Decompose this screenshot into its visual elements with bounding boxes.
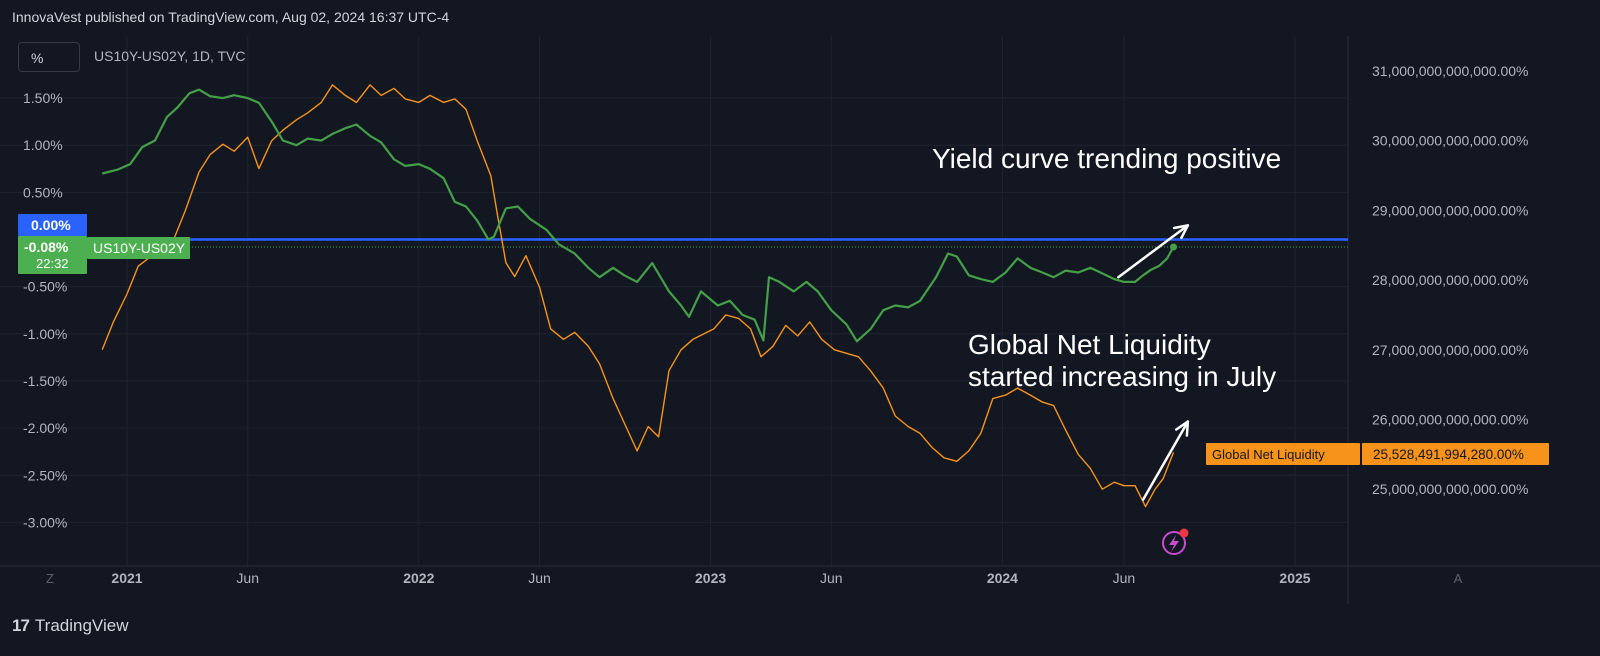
series-liquidity — [101, 84, 1175, 508]
current-yield-label-bg — [18, 236, 87, 274]
liquidity-value-label-bg — [1362, 443, 1549, 465]
x-tick-label: 2024 — [987, 570, 1018, 586]
published-info: InnovaVest published on TradingView.com,… — [12, 9, 450, 25]
tradingview-logo-icon: 17 — [12, 616, 30, 635]
published-bar: InnovaVest published on TradingView.com,… — [0, 0, 1600, 36]
tradingview-logo[interactable]: 17 TradingView — [12, 616, 128, 636]
y-left-tick-label: -1.50% — [23, 373, 67, 389]
y-left-tick-label: -2.00% — [23, 420, 67, 436]
y-right-tick-label: 25,000,000,000,000.00% — [1372, 481, 1528, 497]
y-left-tick-label: -2.50% — [23, 467, 67, 483]
x-tick-label: 2023 — [695, 570, 726, 586]
y-right-tick-label: 28,000,000,000,000.00% — [1372, 272, 1528, 288]
liquidity-name-label-bg — [1206, 443, 1360, 465]
y-left-tick-label: 1.00% — [23, 137, 63, 153]
annotation-yield: Yield curve trending positive — [932, 143, 1281, 174]
arrow-liquidity — [1141, 420, 1190, 501]
y-left-tick-label: 1.50% — [23, 90, 63, 106]
x-tick-label: 2021 — [111, 570, 142, 586]
y-left-tick-label: -1.00% — [23, 326, 67, 342]
notification-dot-icon — [1179, 528, 1189, 538]
countdown-label: 22:32 — [36, 256, 69, 271]
lightning-event-icon — [1162, 531, 1186, 555]
liquidity-name-label: Global Net Liquidity — [1212, 447, 1325, 462]
yield-series-label: US10Y-US02Y — [93, 240, 186, 256]
x-tick-label: Jun — [1113, 570, 1136, 586]
x-tick-label: Jun — [820, 570, 843, 586]
arrow-liquidity-head — [1175, 420, 1190, 437]
lightning-bolt-icon — [1169, 535, 1179, 552]
yield-last-point — [1169, 243, 1177, 251]
annotation-liquidity-line2: started increasing in July — [968, 361, 1276, 392]
footer: 17 TradingView — [0, 604, 1600, 656]
x-tick-label: 2022 — [403, 570, 434, 586]
arrow-yield — [1117, 224, 1190, 279]
y-right-tick-label: 27,000,000,000,000.00% — [1372, 342, 1528, 358]
axis-corner-left: Z — [46, 571, 54, 586]
liquidity-value-label: 25,528,491,994,280.00% — [1373, 447, 1524, 462]
y-left-tick-label: 0.50% — [23, 184, 63, 200]
x-tick-label: 2025 — [1279, 570, 1310, 586]
annotation-liquidity-line1: Global Net Liquidity — [968, 329, 1211, 360]
y-right-tick-label: 26,000,000,000,000.00% — [1372, 412, 1528, 428]
x-tick-label: Jun — [528, 570, 551, 586]
x-tick-label: Jun — [236, 570, 259, 586]
axis-corner-right: A — [1454, 571, 1463, 586]
arrow-yield-head — [1172, 224, 1190, 240]
y-right-tick-label: 30,000,000,000,000.00% — [1372, 133, 1528, 149]
y-left-tick-label: -3.00% — [23, 514, 67, 530]
y-right-tick-label: 29,000,000,000,000.00% — [1372, 202, 1528, 218]
tradingview-brand: TradingView — [34, 616, 129, 635]
y-right-tick-label: 31,000,000,000,000.00% — [1372, 63, 1528, 79]
series-yield — [101, 88, 1175, 343]
scale-percent-button[interactable]: % — [18, 42, 80, 72]
zero-price-label: 0.00% — [31, 217, 71, 233]
zero-price-label-bg — [18, 214, 87, 236]
chart-svg[interactable]: 1.50% 1.00% 0.50% -0.50% -1.00% -1.50% -2.00% -… — [0, 36, 1600, 604]
symbol-info[interactable]: US10Y-US02Y, 1D, TVC — [94, 48, 246, 64]
current-yield-label: -0.08% — [24, 239, 69, 255]
yield-series-label-bg — [87, 237, 190, 259]
y-left-tick-label: -0.50% — [23, 279, 67, 295]
chart-area[interactable]: 1.50% 1.00% 0.50% -0.50% -1.00% -1.50% -2.00% -… — [0, 36, 1600, 604]
